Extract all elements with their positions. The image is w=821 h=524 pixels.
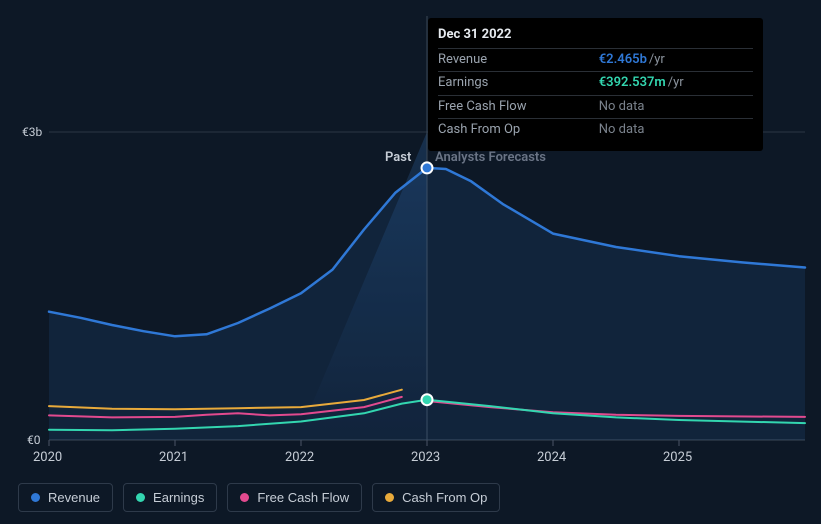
tooltip-date: Dec 31 2022 — [438, 26, 753, 48]
earnings-dot-icon — [136, 493, 145, 502]
tooltip-row-value: €2.465b/yr — [599, 49, 753, 72]
legend-item-revenue[interactable]: Revenue — [18, 483, 113, 512]
tooltip-row-label: Free Cash Flow — [438, 95, 599, 118]
tooltip-row-label: Earnings — [438, 72, 599, 95]
x-axis-label: 2024 — [537, 450, 566, 465]
tooltip-row-value: No data — [599, 95, 753, 118]
y-axis-label-bottom: €0 — [27, 433, 41, 447]
x-axis-label: 2025 — [663, 450, 692, 465]
earnings-revenue-chart: €3b €0 2020 2021 2022 2023 2024 2025 Past Ana… — [0, 0, 821, 524]
chart-legend: Revenue Earnings Free Cash Flow Cash From O… — [18, 483, 500, 512]
cfo-dot-icon — [385, 493, 394, 502]
y-axis-label-top: €3b — [22, 125, 42, 139]
legend-item-label: Revenue — [48, 490, 100, 505]
legend-item-fcf[interactable]: Free Cash Flow — [227, 483, 362, 512]
tooltip-row: Free Cash FlowNo data — [438, 95, 753, 118]
fcf-dot-icon — [240, 493, 249, 502]
tooltip-row-label: Revenue — [438, 49, 599, 72]
legend-item-earnings[interactable]: Earnings — [123, 483, 217, 512]
chart-tooltip: Dec 31 2022 Revenue€2.465b/yrEarnings€39… — [428, 18, 763, 151]
legend-item-label: Earnings — [153, 490, 204, 505]
split-label-forecast: Analysts Forecasts — [435, 150, 546, 165]
tooltip-row: Revenue€2.465b/yr — [438, 49, 753, 72]
tooltip-row-label: Cash From Op — [438, 118, 599, 141]
x-axis-label: 2020 — [33, 450, 62, 465]
tooltip-row: Earnings€392.537m/yr — [438, 72, 753, 95]
split-label-past: Past — [385, 150, 411, 165]
legend-item-label: Free Cash Flow — [257, 490, 349, 505]
legend-item-label: Cash From Op — [402, 490, 487, 505]
tooltip-row-value: No data — [599, 118, 753, 141]
revenue-dot-icon — [31, 493, 40, 502]
x-axis-label: 2022 — [285, 450, 314, 465]
tooltip-row: Cash From OpNo data — [438, 118, 753, 141]
tooltip-row-value: €392.537m/yr — [599, 72, 753, 95]
x-axis-label: 2021 — [159, 450, 188, 465]
x-axis-label: 2023 — [411, 450, 440, 465]
legend-item-cfo[interactable]: Cash From Op — [372, 483, 500, 512]
